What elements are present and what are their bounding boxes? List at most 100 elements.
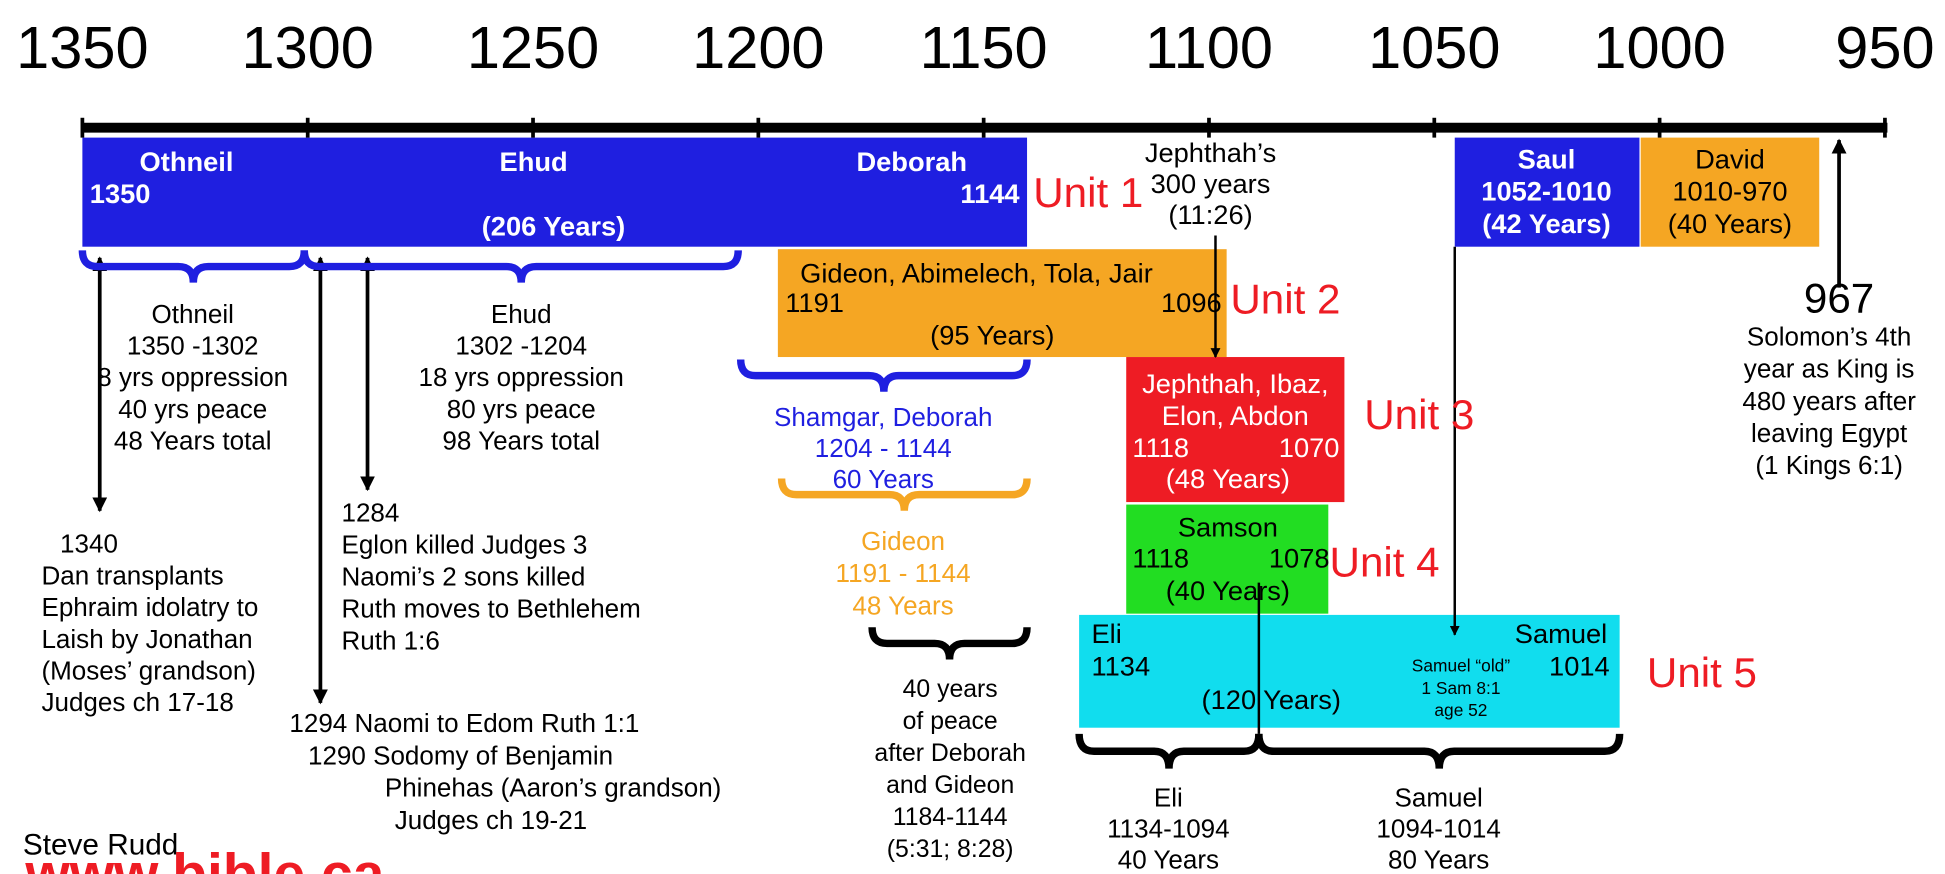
label: year as King is	[1744, 354, 1915, 384]
label: Othneil	[140, 146, 234, 177]
david-block	[1640, 137, 1820, 247]
label: Saul	[1518, 143, 1576, 174]
axis-label: 1100	[1145, 14, 1273, 81]
label: 300 years	[1151, 168, 1271, 199]
label: 1078	[1269, 543, 1330, 574]
label: Eli	[1092, 618, 1122, 649]
label: age 52	[1434, 700, 1487, 720]
label: Shamgar, Deborah	[774, 402, 992, 432]
unit3-block	[1126, 357, 1345, 503]
label: (11:26)	[1168, 199, 1252, 230]
unit-label: Unit 3	[1364, 391, 1474, 438]
label: 18 yrs oppression	[419, 362, 624, 392]
label: 48 Years total	[114, 425, 272, 455]
label: Naomi’s 2 sons killed	[341, 561, 585, 591]
label: 1094-1014	[1376, 813, 1500, 843]
axis-label: 1150	[920, 14, 1048, 81]
label: 1052-1010	[1481, 176, 1611, 207]
label: 98 Years total	[442, 425, 600, 455]
label: (40 Years)	[1166, 575, 1290, 606]
label: Ruth moves to Bethlehem	[341, 593, 640, 623]
label: Ruth 1:6	[341, 625, 439, 655]
label: (40 Years)	[1668, 208, 1792, 239]
label: Gideon	[861, 526, 945, 556]
label: 1134	[1092, 650, 1151, 681]
label: 1302 -1204	[455, 331, 587, 361]
label: after Deborah	[874, 740, 1026, 767]
label: 1191	[785, 287, 844, 318]
label: Othneil	[151, 299, 233, 329]
label: 967	[1804, 274, 1874, 321]
brace	[78, 250, 309, 283]
label: 480 years after	[1742, 386, 1916, 416]
axis-label: 1000	[1593, 14, 1725, 81]
unit2-block	[777, 249, 1227, 358]
brace	[300, 250, 742, 283]
label: Phinehas (Aaron’s grandson)	[385, 773, 721, 803]
label: Elon, Abdon	[1162, 400, 1309, 431]
saul-block	[1454, 137, 1640, 247]
unit-label: Unit 1	[1033, 169, 1143, 216]
label: 1134-1094	[1107, 813, 1229, 843]
label: 80 Years	[1388, 844, 1489, 874]
label: Dan transplants	[41, 561, 223, 591]
brace	[777, 478, 1031, 511]
label: Laish by Jonathan	[41, 624, 252, 654]
label: 1290 Sodomy of Benjamin	[308, 740, 613, 770]
label: 1096	[1161, 287, 1222, 318]
label: 40 Years	[1118, 844, 1219, 874]
label: Ehud	[500, 146, 568, 177]
label: Samuel	[1395, 782, 1483, 812]
label: Deborah	[856, 146, 967, 177]
label: 1191 - 1144	[836, 558, 971, 588]
label: 60 Years	[833, 464, 934, 494]
label: (Moses’ grandson)	[41, 655, 255, 685]
unit-label: Unit 2	[1230, 276, 1340, 323]
label: of peace	[903, 708, 998, 735]
axis-label: 950	[1835, 14, 1934, 81]
label: (42 Years)	[1482, 208, 1610, 239]
label: 1070	[1279, 432, 1340, 463]
label: Samuel	[1515, 618, 1607, 649]
label: 48 Years	[852, 590, 953, 620]
label: 1340	[60, 528, 118, 558]
label: Jephthah’s	[1145, 137, 1276, 168]
unit4-block	[1126, 504, 1329, 614]
label: Samson	[1178, 512, 1278, 543]
label: (48 Years)	[1166, 463, 1290, 494]
label: (1 Kings 6:1)	[1755, 450, 1903, 480]
unit5-block	[1079, 614, 1620, 728]
label: 1118	[1132, 543, 1189, 574]
label: Solomon’s 4th	[1747, 321, 1911, 351]
axis-label: 1250	[467, 14, 599, 81]
axis-label: 1300	[242, 14, 374, 81]
label: (5:31; 8:28)	[887, 836, 1014, 863]
label: 1118	[1132, 432, 1189, 463]
label: leaving Egypt	[1751, 418, 1908, 448]
label: 1014	[1549, 650, 1610, 681]
label: Eli	[1154, 782, 1183, 812]
brace	[1075, 733, 1263, 769]
label: 1 Sam 8:1	[1421, 678, 1500, 698]
brace	[736, 359, 1031, 392]
label: 1184-1144	[893, 804, 1008, 831]
label: Samuel “old”	[1412, 656, 1511, 676]
label: (120 Years)	[1202, 684, 1341, 715]
label: 8 yrs oppression	[97, 362, 288, 392]
axis-label: 1050	[1368, 14, 1500, 81]
label: 1204 - 1144	[815, 433, 952, 463]
label: 80 yrs peace	[447, 394, 596, 424]
label: 40 yrs peace	[118, 394, 267, 424]
brace	[868, 627, 1031, 660]
unit-label: Unit 4	[1330, 538, 1440, 585]
brace	[1255, 733, 1624, 769]
label: 1284	[341, 497, 399, 527]
axis-label: 1350	[16, 14, 148, 81]
label: 1010-970	[1672, 176, 1787, 207]
site: www.bible.ca	[24, 842, 385, 874]
label: 40 years	[903, 676, 998, 703]
label: Jephthah, Ibaz,	[1142, 368, 1328, 399]
author: Steve Rudd	[23, 829, 178, 862]
axis-label: 1200	[692, 14, 824, 81]
